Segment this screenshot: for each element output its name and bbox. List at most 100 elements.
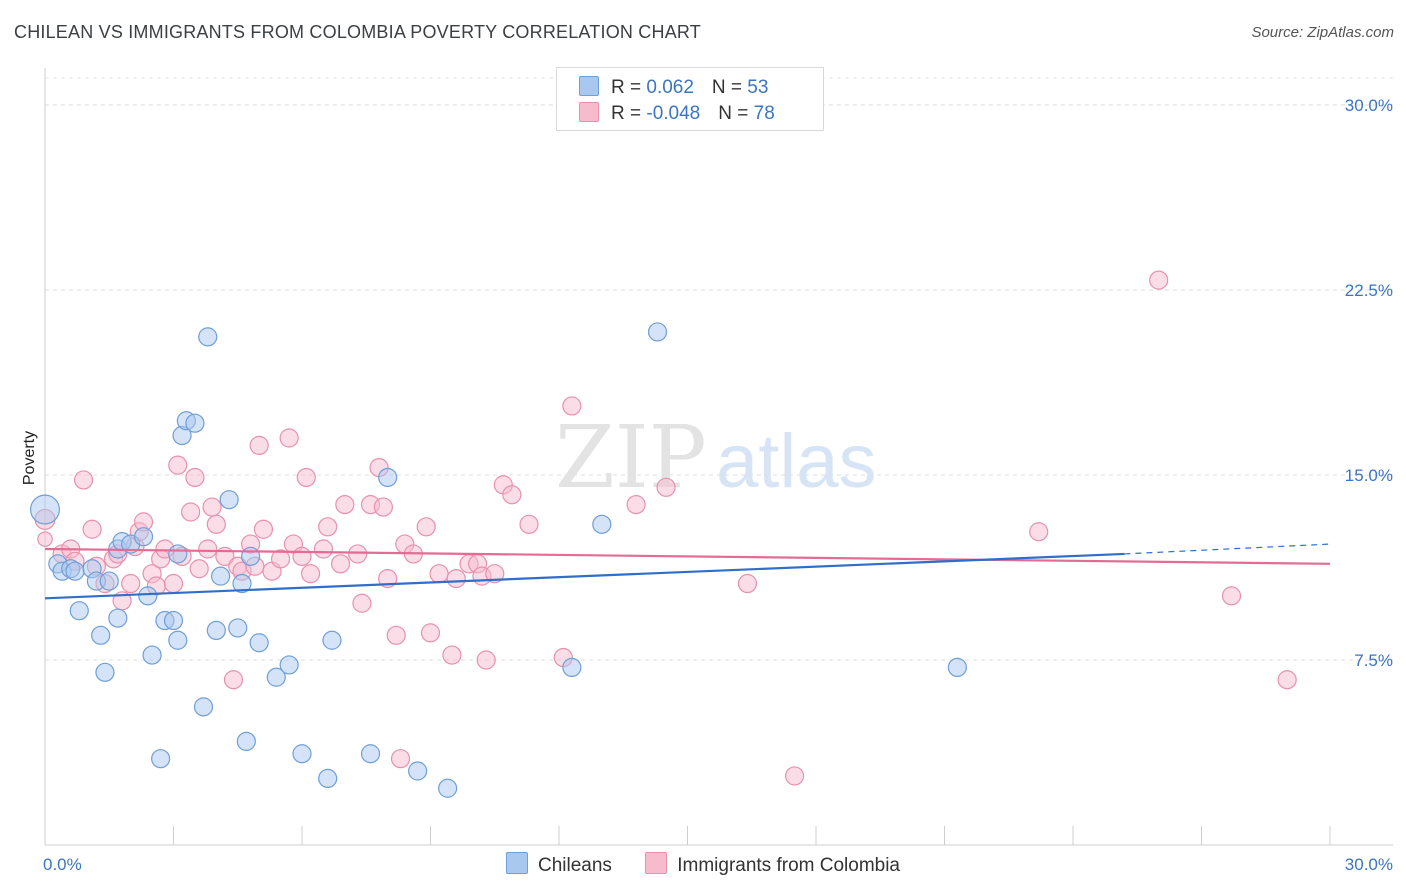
legend-swatch-colombia — [645, 852, 668, 874]
legend-n-value-colombia: 78 — [753, 103, 775, 124]
chileans-point-21 — [168, 630, 188, 650]
legend-item-chileans[interactable]: Chileans — [506, 852, 612, 877]
chileans-point-16 — [138, 586, 158, 606]
chileans-point-29 — [211, 566, 231, 586]
colombia-point-41 — [292, 546, 312, 567]
colombia-point-5 — [73, 470, 94, 490]
chileans-point-48 — [647, 322, 668, 342]
colombia-point-70 — [519, 514, 539, 534]
chileans-point-30 — [219, 490, 239, 510]
chileans-point-45 — [562, 657, 582, 678]
chart-source: Source: ZipAtlas.com — [1251, 24, 1394, 41]
colombia-point-38 — [270, 549, 291, 569]
chileans-point-28 — [206, 620, 226, 641]
colombia-point-72 — [562, 396, 582, 416]
chileans-point-4 — [65, 561, 85, 581]
colombia-point-55 — [390, 749, 411, 769]
x-tick-label-0: 0.0% — [43, 855, 82, 874]
colombia-point-44 — [313, 539, 334, 559]
chileans-point-34 — [241, 546, 261, 567]
colombia-point-43 — [300, 564, 321, 584]
chileans-point-43 — [408, 761, 428, 781]
chileans-point-0 — [30, 494, 60, 525]
colombia-point-54 — [386, 625, 406, 645]
legend-n-label: N = — [711, 77, 748, 98]
watermark-zip: ZIP — [555, 408, 707, 508]
colombia-point-78 — [1149, 270, 1169, 290]
colombia-point-12 — [121, 573, 141, 594]
legend-r-value-colombia: -0.048 — [646, 103, 701, 124]
series-legend: Chileans Immigrants from Colombia — [0, 852, 1406, 877]
legend-n-label: N = — [718, 103, 754, 124]
chileans-point-5 — [69, 601, 89, 621]
legend-item-colombia[interactable]: Immigrants from Colombia — [645, 852, 900, 877]
legend-row-chileans: R = 0.062 N = 53 — [579, 76, 768, 100]
y-tick-label-2: 22.5% — [1345, 281, 1393, 300]
colombia-point-42 — [296, 467, 316, 488]
colombia-point-79 — [1221, 586, 1242, 606]
chileans-point-39 — [318, 768, 338, 789]
colombia-point-76 — [784, 766, 805, 786]
axes — [44, 68, 1393, 846]
chileans-point-22 — [168, 544, 188, 564]
colombia-point-24 — [185, 467, 205, 488]
colombia-point-35 — [249, 435, 269, 455]
colombia-point-52 — [373, 497, 393, 517]
y-tick-label-3: 30.0% — [1345, 96, 1393, 115]
chileans-point-18 — [151, 749, 171, 769]
colombia-point-25 — [189, 559, 209, 579]
colombia-point-60 — [429, 564, 449, 584]
colombia-point-27 — [202, 497, 222, 517]
trend-line-chileans-extension — [1124, 543, 1331, 555]
chileans-point-9 — [95, 662, 115, 682]
colombia-point-80 — [1277, 670, 1297, 690]
colombia-point-74 — [656, 477, 676, 497]
legend-r-label: R = — [611, 103, 647, 124]
x-tick-label-1: 30.0% — [1345, 855, 1393, 874]
trend-lines — [44, 543, 1331, 600]
colombia-point-69 — [502, 485, 522, 505]
colombia-point-59 — [420, 623, 441, 643]
y-axis-label: Poverty — [21, 431, 38, 485]
colombia-point-49 — [352, 593, 372, 613]
trend-line-chileans — [44, 552, 1125, 600]
legend-label-colombia: Immigrants from Colombia — [677, 855, 900, 876]
y-tick-label-1: 15.0% — [1345, 466, 1393, 485]
chileans-point-41 — [360, 744, 381, 764]
colombia-point-45 — [318, 517, 338, 537]
chileans-point-33 — [236, 731, 256, 752]
chileans-point-8 — [91, 625, 111, 645]
legend-swatch-chileans — [506, 852, 528, 874]
chileans-point-49 — [947, 657, 967, 678]
colombia-point-30 — [223, 670, 244, 690]
colombia-point-47 — [335, 495, 355, 515]
colombia-point-61 — [442, 645, 462, 665]
colombia-point-20 — [163, 573, 184, 594]
chileans-point-11 — [108, 608, 128, 628]
tick-labels: 7.5% 15.0% 22.5% 30.0% 0.0% 30.0% — [43, 96, 1393, 874]
chileans-point-38 — [292, 744, 312, 764]
colombia-point-58 — [416, 517, 436, 537]
legend-n-value-chileans: 53 — [747, 77, 769, 98]
chileans-point-26 — [193, 697, 214, 717]
chileans-point-27 — [198, 327, 218, 347]
colombia-point-28 — [206, 514, 226, 534]
colombia-point-1 — [37, 531, 53, 547]
chart-title: CHILEAN VS IMMIGRANTS FROM COLOMBIA POVE… — [14, 22, 701, 42]
legend-r-label: R = — [611, 77, 647, 98]
y-tick-label-0: 7.5% — [1354, 651, 1393, 670]
chileans-point-35 — [249, 633, 269, 653]
legend-swatch-chileans — [579, 76, 599, 96]
chileans-point-42 — [378, 467, 398, 488]
legend-swatch-colombia — [579, 102, 599, 122]
chileans-point-17 — [142, 645, 162, 665]
chileans-point-46 — [592, 514, 612, 534]
chileans-point-40 — [322, 630, 342, 650]
colombia-point-66 — [476, 650, 496, 670]
colombia-point-21 — [168, 455, 188, 475]
colombia-point-39 — [279, 428, 299, 448]
chileans-point-37 — [279, 655, 299, 675]
colombia-point-46 — [330, 554, 351, 574]
watermark-atlas: atlas — [716, 419, 877, 504]
colombia-point-62 — [446, 568, 466, 589]
